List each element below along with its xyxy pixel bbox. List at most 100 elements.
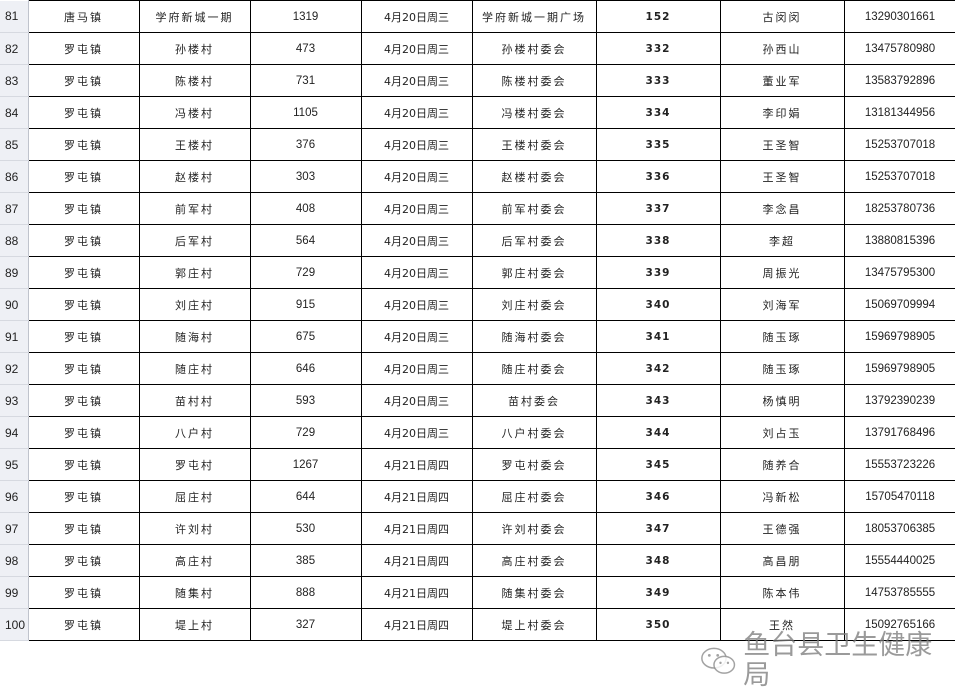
phone-cell[interactable]: 18253780736: [843, 192, 955, 225]
village-cell[interactable]: 高庄村: [138, 544, 251, 577]
site-cell[interactable]: 赵楼村委会: [471, 160, 597, 193]
contact-cell[interactable]: 李印娟: [719, 96, 845, 129]
code-cell[interactable]: 342: [595, 352, 721, 385]
site-cell[interactable]: 八户村委会: [471, 416, 597, 449]
site-cell[interactable]: 苗村委会: [471, 384, 597, 417]
town-cell[interactable]: 罗屯镇: [27, 352, 140, 385]
row-number[interactable]: 94: [0, 416, 29, 449]
town-cell[interactable]: 罗屯镇: [27, 256, 140, 289]
phone-cell[interactable]: 13475795300: [843, 256, 955, 289]
code-cell[interactable]: 341: [595, 320, 721, 353]
date-cell[interactable]: 4月20日周三: [360, 416, 473, 449]
phone-cell[interactable]: 13475780980: [843, 32, 955, 65]
village-cell[interactable]: 罗屯村: [138, 448, 251, 481]
code-cell[interactable]: 335: [595, 128, 721, 161]
code-cell[interactable]: 349: [595, 576, 721, 609]
row-number[interactable]: 82: [0, 32, 29, 65]
row-number[interactable]: 100: [0, 608, 29, 641]
village-cell[interactable]: 刘庄村: [138, 288, 251, 321]
phone-cell[interactable]: 15069709994: [843, 288, 955, 321]
count-cell[interactable]: 593: [249, 384, 362, 417]
date-cell[interactable]: 4月20日周三: [360, 0, 473, 33]
phone-cell[interactable]: 13880815396: [843, 224, 955, 257]
code-cell[interactable]: 334: [595, 96, 721, 129]
row-number[interactable]: 87: [0, 192, 29, 225]
count-cell[interactable]: 646: [249, 352, 362, 385]
village-cell[interactable]: 前军村: [138, 192, 251, 225]
count-cell[interactable]: 564: [249, 224, 362, 257]
town-cell[interactable]: 罗屯镇: [27, 512, 140, 545]
count-cell[interactable]: 473: [249, 32, 362, 65]
town-cell[interactable]: 罗屯镇: [27, 224, 140, 257]
date-cell[interactable]: 4月20日周三: [360, 128, 473, 161]
date-cell[interactable]: 4月21日周四: [360, 544, 473, 577]
row-number[interactable]: 83: [0, 64, 29, 97]
code-cell[interactable]: 348: [595, 544, 721, 577]
date-cell[interactable]: 4月20日周三: [360, 352, 473, 385]
row-number[interactable]: 85: [0, 128, 29, 161]
village-cell[interactable]: 后军村: [138, 224, 251, 257]
row-number[interactable]: 89: [0, 256, 29, 289]
village-cell[interactable]: 随海村: [138, 320, 251, 353]
date-cell[interactable]: 4月21日周四: [360, 512, 473, 545]
phone-cell[interactable]: 13583792896: [843, 64, 955, 97]
phone-cell[interactable]: 15554440025: [843, 544, 955, 577]
phone-cell[interactable]: 15969798905: [843, 320, 955, 353]
town-cell[interactable]: 罗屯镇: [27, 448, 140, 481]
town-cell[interactable]: 罗屯镇: [27, 192, 140, 225]
site-cell[interactable]: 后军村委会: [471, 224, 597, 257]
count-cell[interactable]: 1267: [249, 448, 362, 481]
code-cell[interactable]: 336: [595, 160, 721, 193]
code-cell[interactable]: 337: [595, 192, 721, 225]
date-cell[interactable]: 4月20日周三: [360, 192, 473, 225]
site-cell[interactable]: 孙楼村委会: [471, 32, 597, 65]
phone-cell[interactable]: 15553723226: [843, 448, 955, 481]
count-cell[interactable]: 1105: [249, 96, 362, 129]
town-cell[interactable]: 罗屯镇: [27, 128, 140, 161]
date-cell[interactable]: 4月21日周四: [360, 608, 473, 641]
site-cell[interactable]: 郭庄村委会: [471, 256, 597, 289]
date-cell[interactable]: 4月20日周三: [360, 96, 473, 129]
site-cell[interactable]: 陈楼村委会: [471, 64, 597, 97]
site-cell[interactable]: 随庄村委会: [471, 352, 597, 385]
contact-cell[interactable]: 古闵闵: [719, 0, 845, 33]
site-cell[interactable]: 高庄村委会: [471, 544, 597, 577]
phone-cell[interactable]: 15253707018: [843, 128, 955, 161]
count-cell[interactable]: 729: [249, 256, 362, 289]
village-cell[interactable]: 苗村村: [138, 384, 251, 417]
contact-cell[interactable]: 随玉琢: [719, 352, 845, 385]
code-cell[interactable]: 338: [595, 224, 721, 257]
date-cell[interactable]: 4月20日周三: [360, 384, 473, 417]
contact-cell[interactable]: 周振光: [719, 256, 845, 289]
contact-cell[interactable]: 王德强: [719, 512, 845, 545]
village-cell[interactable]: 随集村: [138, 576, 251, 609]
contact-cell[interactable]: 冯新松: [719, 480, 845, 513]
contact-cell[interactable]: 陈本伟: [719, 576, 845, 609]
count-cell[interactable]: 729: [249, 416, 362, 449]
phone-cell[interactable]: 15253707018: [843, 160, 955, 193]
site-cell[interactable]: 堤上村委会: [471, 608, 597, 641]
town-cell[interactable]: 罗屯镇: [27, 320, 140, 353]
date-cell[interactable]: 4月20日周三: [360, 160, 473, 193]
site-cell[interactable]: 随海村委会: [471, 320, 597, 353]
contact-cell[interactable]: 刘海军: [719, 288, 845, 321]
town-cell[interactable]: 罗屯镇: [27, 416, 140, 449]
code-cell[interactable]: 343: [595, 384, 721, 417]
date-cell[interactable]: 4月20日周三: [360, 320, 473, 353]
village-cell[interactable]: 陈楼村: [138, 64, 251, 97]
date-cell[interactable]: 4月20日周三: [360, 32, 473, 65]
town-cell[interactable]: 罗屯镇: [27, 384, 140, 417]
phone-cell[interactable]: 15092765166: [843, 608, 955, 641]
code-cell[interactable]: 345: [595, 448, 721, 481]
town-cell[interactable]: 罗屯镇: [27, 480, 140, 513]
count-cell[interactable]: 327: [249, 608, 362, 641]
town-cell[interactable]: 罗屯镇: [27, 544, 140, 577]
village-cell[interactable]: 王楼村: [138, 128, 251, 161]
row-number[interactable]: 95: [0, 448, 29, 481]
count-cell[interactable]: 731: [249, 64, 362, 97]
count-cell[interactable]: 915: [249, 288, 362, 321]
row-number[interactable]: 90: [0, 288, 29, 321]
row-number[interactable]: 92: [0, 352, 29, 385]
contact-cell[interactable]: 董业军: [719, 64, 845, 97]
row-number[interactable]: 99: [0, 576, 29, 609]
